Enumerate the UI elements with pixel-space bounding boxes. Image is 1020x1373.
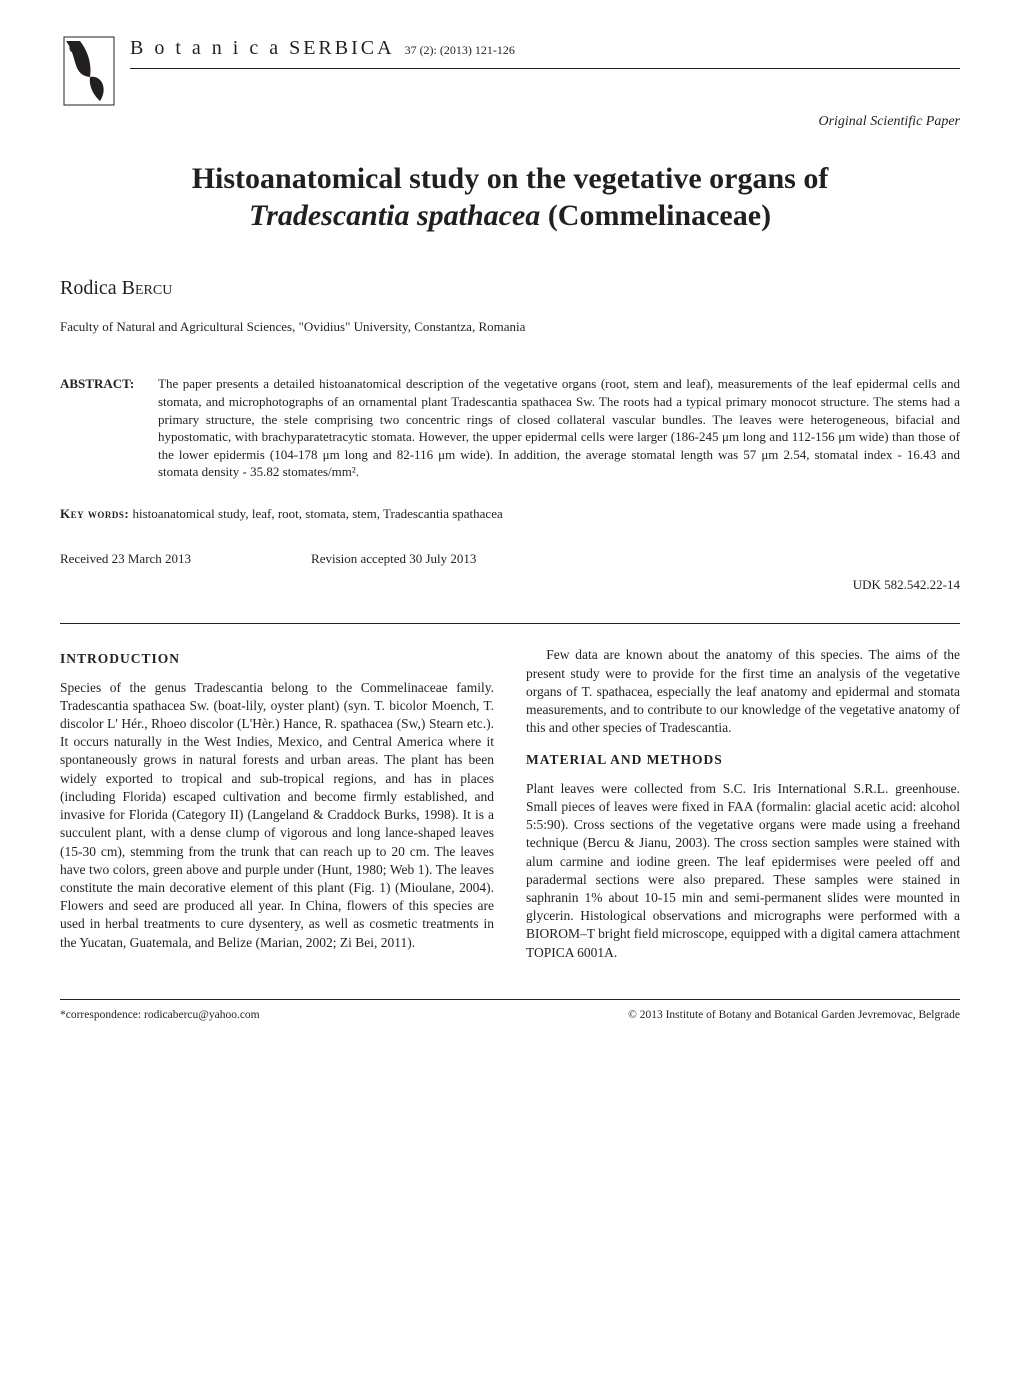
title-species: Tradescantia spathacea — [249, 199, 540, 232]
abstract-body: The paper presents a detailed histoanato… — [158, 375, 960, 480]
correspondence-label: *correspondence: — [60, 1009, 144, 1021]
received-date: Received 23 March 2013 — [60, 550, 191, 568]
title-rest: (Commelinaceae) — [540, 199, 771, 232]
divider-rule — [60, 623, 960, 624]
dates-row: Received 23 March 2013 Revision accepted… — [60, 550, 960, 568]
author-last: Bercu — [122, 277, 173, 299]
journal-line: B o t a n i c a SERBICA 37 (2): (2013) 1… — [130, 35, 960, 69]
intro-paragraph-1: Species of the genus Tradescantia belong… — [60, 679, 494, 952]
header-bar: B o t a n i c a SERBICA 37 (2): (2013) 1… — [60, 35, 960, 107]
journal-name-suffix: SERBICA — [281, 37, 394, 59]
author-first: Rodica — [60, 277, 122, 299]
keywords-label: Key words: — [60, 506, 129, 521]
intro-paragraph-2: Few data are known about the anatomy of … — [526, 646, 960, 737]
copyright: © 2013 Institute of Botany and Botanical… — [628, 1008, 960, 1024]
methods-paragraph-1: Plant leaves were collected from S.C. Ir… — [526, 780, 960, 962]
abstract-block: ABSTRACT: The paper presents a detailed … — [60, 375, 960, 480]
journal-name-prefix: B o t a n i c a — [130, 37, 281, 59]
intro-heading: INTRODUCTION — [60, 650, 494, 668]
udk-code: UDK 582.542.22-14 — [60, 576, 960, 594]
correspondence: *correspondence: rodicabercu@yahoo.com — [60, 1008, 260, 1024]
body-columns: INTRODUCTION Species of the genus Trades… — [60, 646, 960, 971]
correspondence-email: rodicabercu@yahoo.com — [144, 1009, 260, 1021]
revised-date: Revision accepted 30 July 2013 — [311, 550, 476, 568]
paper-type: Original Scientific Paper — [60, 113, 960, 132]
keywords-body: histoanatomical study, leaf, root, stoma… — [129, 506, 503, 521]
page-footer: *correspondence: rodicabercu@yahoo.com ©… — [60, 999, 960, 1024]
abstract-label: ABSTRACT: — [60, 375, 150, 480]
affiliation: Faculty of Natural and Agricultural Scie… — [60, 318, 960, 336]
journal-name: B o t a n i c a SERBICA — [130, 35, 395, 62]
methods-heading: MATERIAL AND METHODS — [526, 751, 960, 769]
journal-volume: 37 (2): (2013) 121-126 — [405, 42, 515, 58]
author-line: Rodica Bercu — [60, 275, 960, 302]
keywords-block: Key words: histoanatomical study, leaf, … — [60, 505, 960, 523]
title-line1: Histoanatomical study on the vegetative … — [192, 162, 829, 195]
journal-logo-icon — [60, 35, 118, 107]
article-title: Histoanatomical study on the vegetative … — [60, 160, 960, 235]
